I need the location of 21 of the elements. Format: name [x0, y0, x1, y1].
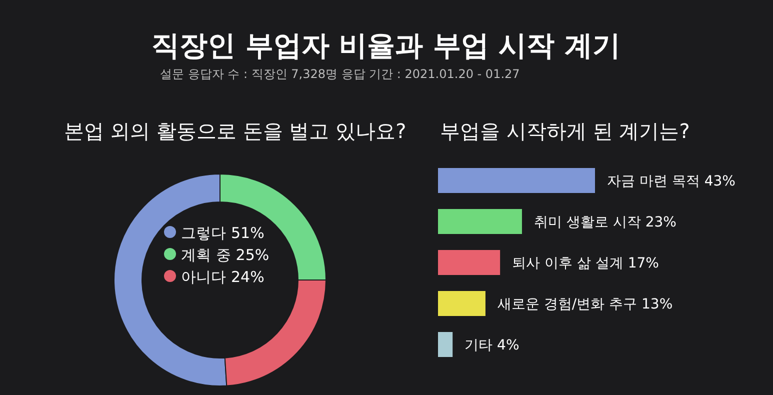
legend-label: 아니다 [181, 268, 226, 286]
data-label: 25% [236, 246, 270, 264]
legend: 그렇다 계획 중 아니다 [164, 224, 231, 286]
data-label: 기타 4% [464, 338, 520, 354]
chart-title: 부업을 시작하게 된 계기는? [440, 119, 690, 143]
bar [438, 250, 500, 275]
bar [438, 209, 522, 234]
data-label: 자금 마련 목적 43% [607, 174, 736, 190]
bar [438, 291, 486, 316]
bar [438, 168, 595, 193]
data-label: 취미 생활로 시작 23% [534, 214, 676, 230]
data-label: 퇴사 이후 삶 설계 17% [512, 256, 659, 272]
data-label: 24% [231, 268, 264, 286]
text: 설문 응답자 수 : 직장인 7,328명 응답 기간 : 2021.01.20 - 01.27 [160, 67, 520, 81]
bar [438, 332, 453, 357]
text: 직장인 부업자 비율과 부업 시작 계기 [152, 29, 620, 62]
chart-title: 본업 외의 활동으로 돈을 벌고 있나요? [64, 119, 406, 143]
data-label: 51% [231, 224, 264, 242]
data-label: 새로운 경험/변화 추구 13% [497, 296, 673, 312]
legend-label: 그렇다 [181, 224, 226, 242]
legend-label: 계획 중 [181, 246, 231, 264]
